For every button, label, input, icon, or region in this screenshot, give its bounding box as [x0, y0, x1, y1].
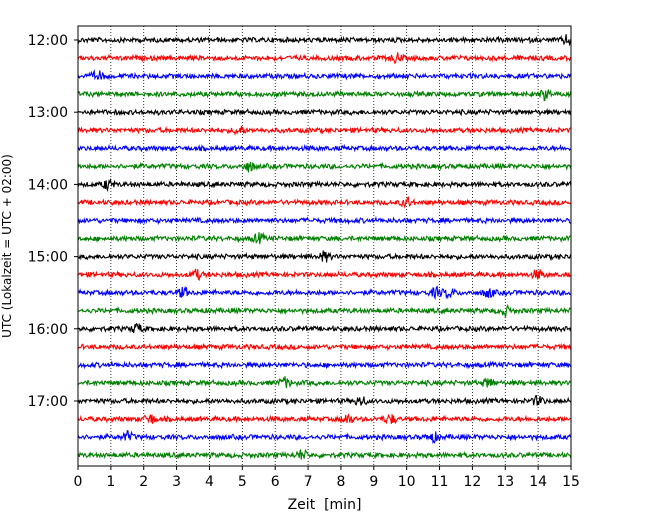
trace-1700: [77, 395, 572, 406]
y-tick-label: 15:00: [28, 250, 68, 266]
x-tick-label: 8: [336, 474, 345, 490]
x-tick-label: 11: [431, 474, 449, 490]
trace-1245: [77, 88, 572, 102]
x-axis-label: Zeit [min]: [288, 497, 362, 513]
y-tick-label: 16:00: [28, 322, 68, 338]
trace-1745: [77, 448, 572, 460]
x-tick-label: 10: [398, 474, 416, 490]
trace-1545: [77, 303, 572, 318]
x-tick-label: 2: [139, 474, 148, 490]
trace-1215: [77, 52, 572, 65]
trace-1730: [77, 430, 572, 445]
x-tick-label: 3: [172, 474, 181, 490]
y-axis-ticks: 12:00 13:00 14:00 15:00 16:00 17:00: [28, 33, 78, 410]
y-tick-label: 17:00: [28, 394, 68, 410]
y-tick-label: 14:00: [28, 177, 68, 193]
trace-1330: [77, 143, 572, 153]
trace-1400: [77, 177, 572, 193]
y-tick-label: 13:00: [28, 105, 68, 121]
x-tick-label: 7: [304, 474, 313, 490]
x-tick-label: 1: [106, 474, 115, 490]
x-tick-label: 15: [562, 474, 580, 490]
trace-1645: [77, 376, 572, 389]
x-axis-ticks: 0 1 2 3 4 5 6 7 8 9 10 11 12 13 14 15: [74, 466, 580, 490]
trace-1430: [77, 215, 572, 226]
x-tick-label: 6: [271, 474, 280, 490]
trace-1315: [77, 125, 572, 136]
trace-1630: [77, 360, 572, 370]
trace-1530: [77, 285, 572, 301]
plot-frame: [77, 25, 572, 467]
trace-1515: [77, 268, 572, 282]
x-tick-label: 9: [369, 474, 378, 490]
trace-1715: [77, 413, 572, 425]
x-tick-label: 14: [529, 474, 547, 490]
trace-1600: [77, 322, 572, 334]
trace-1500: [77, 250, 572, 263]
y-tick-label: 12:00: [28, 33, 68, 49]
trace-1615: [77, 342, 572, 352]
trace-lines: [77, 34, 572, 460]
x-tick-label: 13: [496, 474, 514, 490]
x-tick-label: 0: [74, 474, 83, 490]
x-tick-label: 4: [205, 474, 214, 490]
x-tick-label: 12: [463, 474, 481, 490]
trace-1300: [77, 107, 572, 117]
trace-1200: [77, 34, 572, 47]
trace-1415: [77, 196, 572, 209]
y-axis-label: UTC (Lokalzeit = UTC + 02:00): [0, 154, 14, 338]
trace-1445: [77, 231, 572, 245]
x-tick-label: 5: [238, 474, 247, 490]
trace-1230: [77, 68, 572, 81]
trace-1345: [77, 161, 572, 173]
